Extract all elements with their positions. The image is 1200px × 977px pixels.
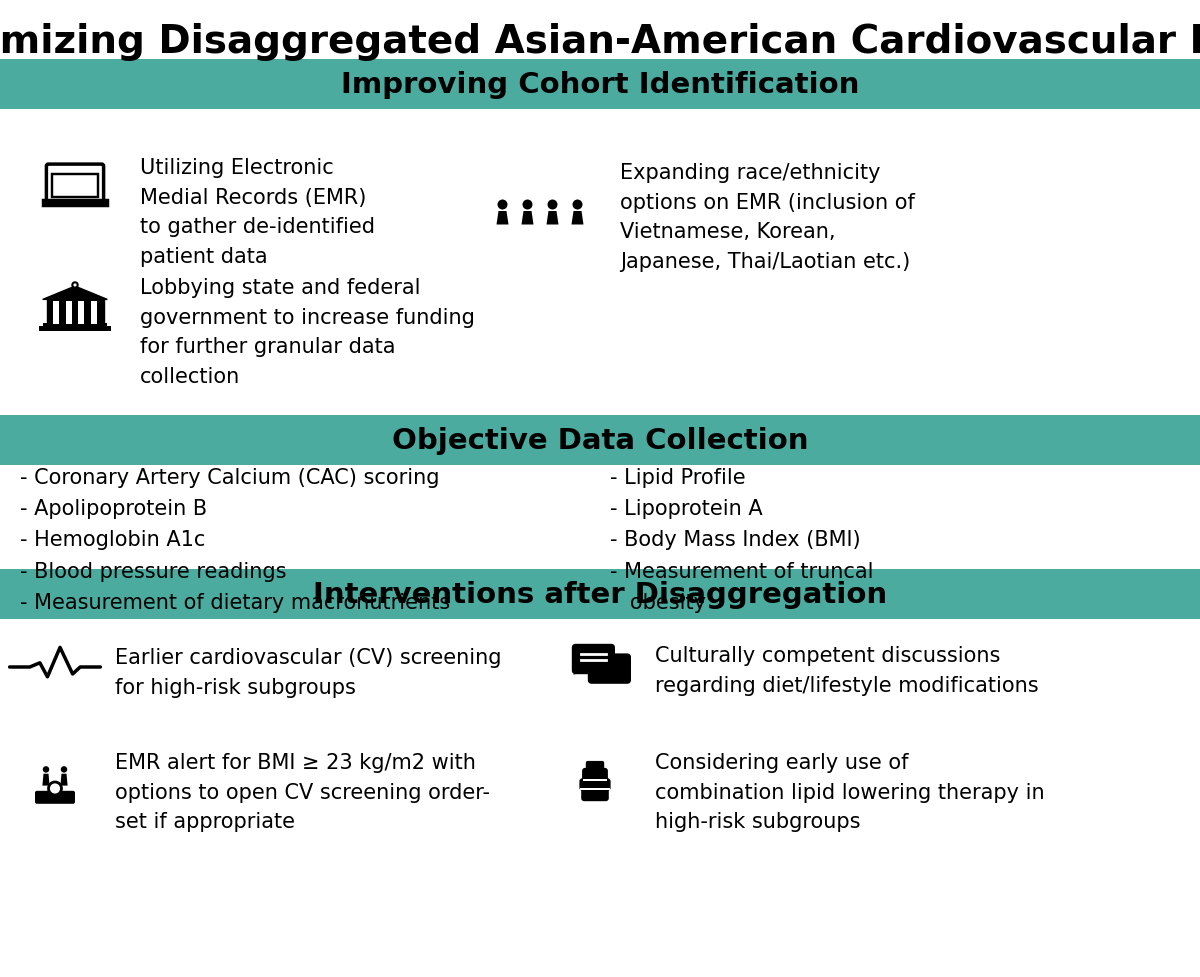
Polygon shape [497,212,509,226]
Circle shape [72,283,78,288]
FancyBboxPatch shape [78,302,84,324]
FancyBboxPatch shape [0,60,1200,109]
Polygon shape [572,670,589,675]
FancyBboxPatch shape [47,165,103,203]
FancyBboxPatch shape [0,415,1200,465]
Polygon shape [42,774,49,786]
Text: Interventions after Disaggregation: Interventions after Disaggregation [313,580,887,609]
Polygon shape [60,774,67,786]
FancyBboxPatch shape [581,787,608,801]
Polygon shape [43,287,107,300]
FancyBboxPatch shape [38,326,112,331]
Text: Objective Data Collection: Objective Data Collection [391,427,809,454]
FancyBboxPatch shape [580,779,611,791]
Circle shape [547,200,558,210]
Circle shape [572,200,582,210]
Text: - Lipid Profile
- Lipoprotein A
- Body Mass Index (BMI)
- Measurement of truncal: - Lipid Profile - Lipoprotein A - Body M… [610,468,874,613]
FancyBboxPatch shape [91,302,97,324]
FancyBboxPatch shape [53,175,98,197]
Circle shape [522,200,533,210]
Polygon shape [522,212,534,226]
Circle shape [61,766,67,773]
FancyBboxPatch shape [586,761,604,771]
Circle shape [48,783,61,795]
FancyBboxPatch shape [588,654,631,684]
Circle shape [43,766,49,773]
Polygon shape [546,212,558,226]
FancyBboxPatch shape [582,768,608,782]
Text: Utilizing Electronic
Medial Records (EMR)
to gather de-identified
patient data: Utilizing Electronic Medial Records (EMR… [140,158,374,267]
Text: Improving Cohort Identification: Improving Cohort Identification [341,71,859,99]
Polygon shape [571,212,583,226]
FancyBboxPatch shape [35,791,74,804]
FancyBboxPatch shape [66,302,72,324]
FancyBboxPatch shape [47,300,103,326]
FancyBboxPatch shape [53,302,59,324]
FancyBboxPatch shape [583,780,607,782]
Text: EMR alert for BMI ≥ 23 kg/m2 with
options to open CV screening order-
set if app: EMR alert for BMI ≥ 23 kg/m2 with option… [115,752,490,831]
Text: Optimizing Disaggregated Asian-American Cardiovascular Data: Optimizing Disaggregated Asian-American … [0,23,1200,61]
Text: Expanding race/ethnicity
options on EMR (inclusion of
Vietnamese, Korean,
Japane: Expanding race/ethnicity options on EMR … [620,163,914,272]
FancyBboxPatch shape [581,788,610,790]
FancyBboxPatch shape [43,201,107,205]
Text: Culturally competent discussions
regarding diet/lifestyle modifications: Culturally competent discussions regardi… [655,646,1039,695]
Circle shape [498,200,508,210]
Text: Earlier cardiovascular (CV) screening
for high-risk subgroups: Earlier cardiovascular (CV) screening fo… [115,648,502,697]
FancyBboxPatch shape [0,570,1200,619]
Text: Lobbying state and federal
government to increase funding
for further granular d: Lobbying state and federal government to… [140,277,475,387]
Text: Considering early use of
combination lipid lowering therapy in
high-risk subgrou: Considering early use of combination lip… [655,752,1045,831]
Text: - Coronary Artery Calcium (CAC) scoring
- Apolipoprotein B
- Hemoglobin A1c
- Bl: - Coronary Artery Calcium (CAC) scoring … [20,468,450,613]
FancyBboxPatch shape [43,323,107,327]
FancyBboxPatch shape [571,644,616,674]
